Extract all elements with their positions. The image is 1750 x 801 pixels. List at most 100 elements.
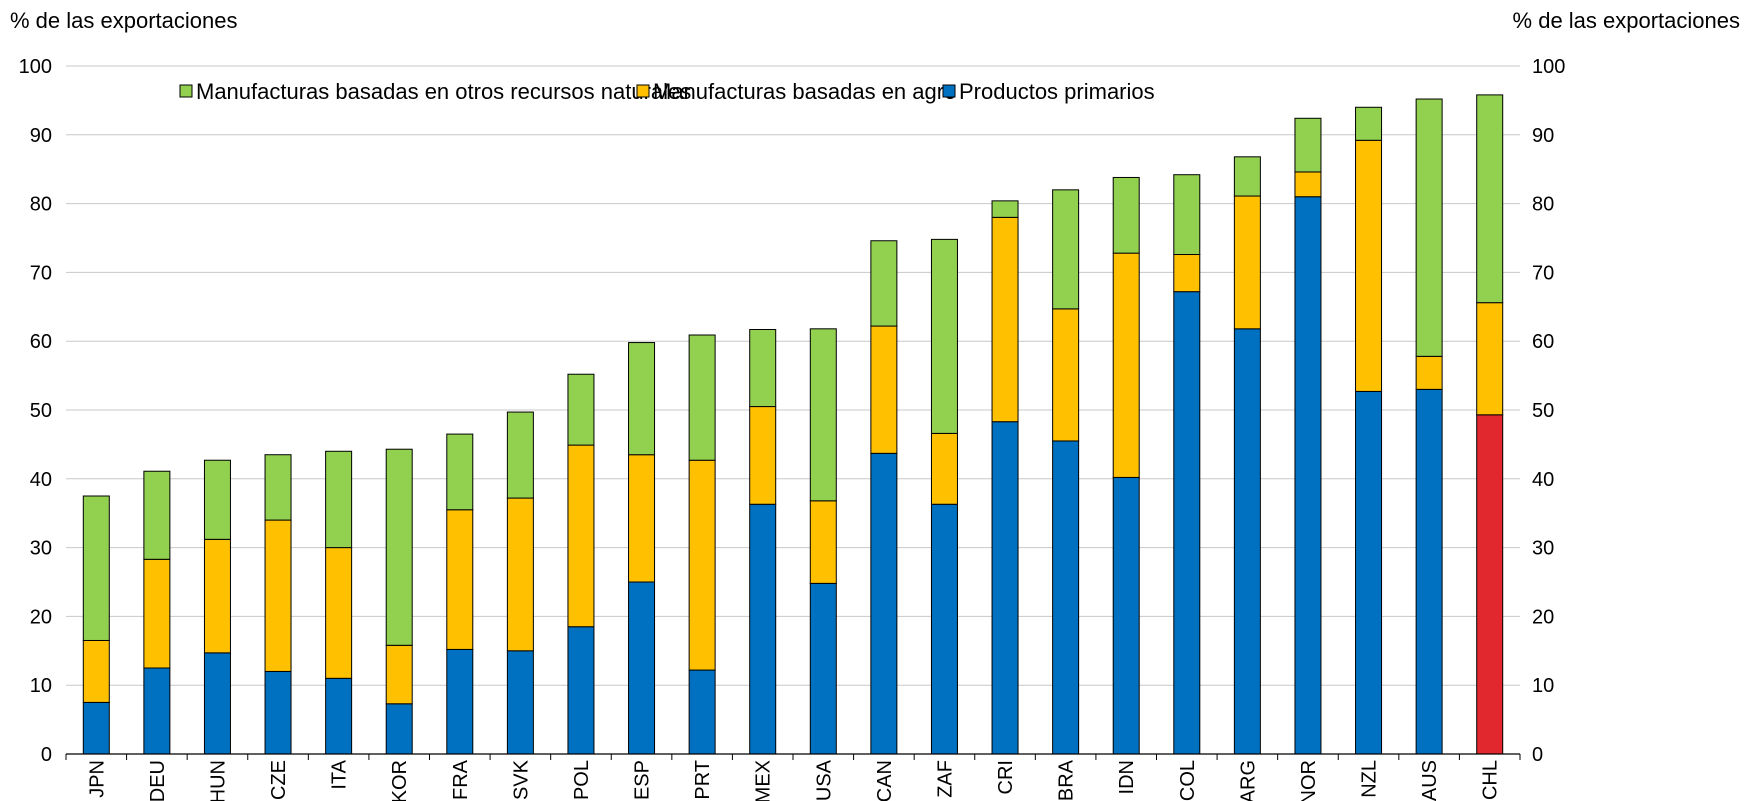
y-tick-label-right: 50: [1532, 400, 1554, 422]
bar-hun-series-0: [203, 652, 231, 755]
bar-aus-series-2: [1415, 98, 1443, 357]
bar-nor-series-1: [1294, 171, 1322, 198]
y-tick-label-left: 90: [30, 125, 52, 147]
legend-label: Manufacturas basadas en agro: [653, 79, 956, 104]
x-tick-label: HUN: [207, 760, 229, 801]
bar-prt-series-2: [688, 334, 716, 461]
bar-cri-series-2: [991, 200, 1019, 218]
x-tick-label: KOR: [389, 760, 411, 801]
bar-jpn-series-1: [82, 639, 110, 703]
bar-pol-series-1: [567, 444, 595, 628]
y-axis-unit-left: % de las exportaciones: [10, 8, 238, 33]
bar-zaf-series-2: [930, 238, 958, 434]
bar-can-series-0: [870, 452, 898, 755]
y-tick-label-right: 70: [1532, 262, 1554, 284]
bar-prt-series-0: [688, 669, 716, 755]
bar-ita-series-1: [325, 547, 353, 679]
y-tick-label-right: 40: [1532, 469, 1554, 491]
bar-deu-series-0: [143, 667, 171, 755]
y-axis-unit-right: % de las exportaciones: [1512, 8, 1740, 33]
y-tick-label-right: 60: [1532, 331, 1554, 353]
bar-arg-series-0: [1233, 328, 1261, 755]
bar-svk-series-2: [506, 411, 534, 499]
bars: [82, 94, 1504, 755]
legend-swatch: [636, 84, 650, 98]
x-tick-label: PRT: [692, 760, 714, 800]
bar-nzl-series-2: [1355, 106, 1383, 141]
x-tick-label: CZE: [268, 760, 290, 800]
bar-hun-series-1: [203, 538, 231, 654]
bar-arg-series-2: [1233, 156, 1261, 197]
bar-zaf-series-0: [930, 503, 958, 755]
bar-ita-series-0: [325, 677, 353, 755]
bar-nor-series-0: [1294, 196, 1322, 755]
bar-usa-series-0: [809, 582, 837, 755]
bar-idn-series-1: [1112, 252, 1140, 478]
y-tick-label-left: 70: [30, 262, 52, 284]
x-tick-label: CRI: [995, 760, 1017, 794]
x-tick-label: POL: [571, 760, 593, 800]
bar-mex-series-2: [749, 329, 777, 408]
x-tick-label: DEU: [147, 760, 169, 801]
y-tick-label-right: 80: [1532, 194, 1554, 216]
x-tick-label: BRA: [1056, 759, 1078, 801]
x-tick-label: USA: [813, 759, 835, 801]
bar-cri-series-0: [991, 421, 1019, 755]
bar-esp-series-0: [628, 581, 656, 755]
y-tick-label-right: 10: [1532, 675, 1554, 697]
bar-ita-series-2: [325, 450, 353, 549]
bar-idn-series-0: [1112, 476, 1140, 755]
y-tick-label-left: 100: [19, 56, 52, 78]
bar-nzl-series-1: [1355, 139, 1383, 392]
bar-kor-series-0: [385, 703, 413, 755]
x-tick-label: ITA: [329, 759, 351, 789]
bar-bra-series-0: [1052, 440, 1080, 755]
bar-chl-series-1: [1476, 302, 1504, 416]
bar-col-series-0: [1173, 291, 1201, 755]
bar-zaf-series-1: [930, 432, 958, 505]
y-tick-label-right: 0: [1532, 744, 1543, 766]
bar-nzl-series-0: [1355, 390, 1383, 755]
bar-mex-series-0: [749, 503, 777, 755]
x-tick-label: NZL: [1359, 760, 1381, 798]
x-tick-label: AUS: [1419, 760, 1441, 801]
bar-idn-series-2: [1112, 176, 1140, 254]
x-tick-label: CAN: [874, 760, 896, 801]
bar-cze-series-2: [264, 454, 292, 521]
x-tick-label: IDN: [1116, 760, 1138, 794]
y-tick-label-right: 20: [1532, 606, 1554, 628]
x-tick-label: SVK: [510, 759, 532, 800]
bar-cze-series-0: [264, 670, 292, 755]
legend-swatch: [942, 84, 956, 98]
bar-deu-series-1: [143, 558, 171, 669]
x-tick-label: MEX: [753, 760, 775, 801]
legend-label: Productos primarios: [959, 79, 1155, 104]
y-tick-label-left: 30: [30, 538, 52, 560]
bar-col-series-1: [1173, 254, 1201, 293]
y-tick-label-left: 40: [30, 469, 52, 491]
bar-nor-series-2: [1294, 117, 1322, 173]
y-tick-label-right: 90: [1532, 125, 1554, 147]
bar-kor-series-1: [385, 644, 413, 705]
bar-fra-series-2: [446, 433, 474, 511]
bar-cri-series-1: [991, 216, 1019, 423]
bar-can-series-1: [870, 325, 898, 454]
bar-usa-series-1: [809, 500, 837, 584]
gridlines: [66, 65, 1520, 686]
bar-bra-series-2: [1052, 189, 1080, 310]
y-tick-label-left: 60: [30, 331, 52, 353]
bar-kor-series-2: [385, 448, 413, 646]
bar-arg-series-1: [1233, 195, 1261, 330]
bar-esp-series-2: [628, 342, 656, 456]
bar-fra-series-0: [446, 648, 474, 755]
bar-esp-series-1: [628, 454, 656, 583]
bar-aus-series-1: [1415, 355, 1443, 390]
bar-hun-series-2: [203, 459, 231, 540]
bar-prt-series-1: [688, 459, 716, 671]
bar-usa-series-2: [809, 328, 837, 502]
y-tick-label-left: 50: [30, 400, 52, 422]
bar-col-series-2: [1173, 174, 1201, 256]
bar-can-series-2: [870, 240, 898, 327]
x-tick-label: COL: [1177, 760, 1199, 801]
